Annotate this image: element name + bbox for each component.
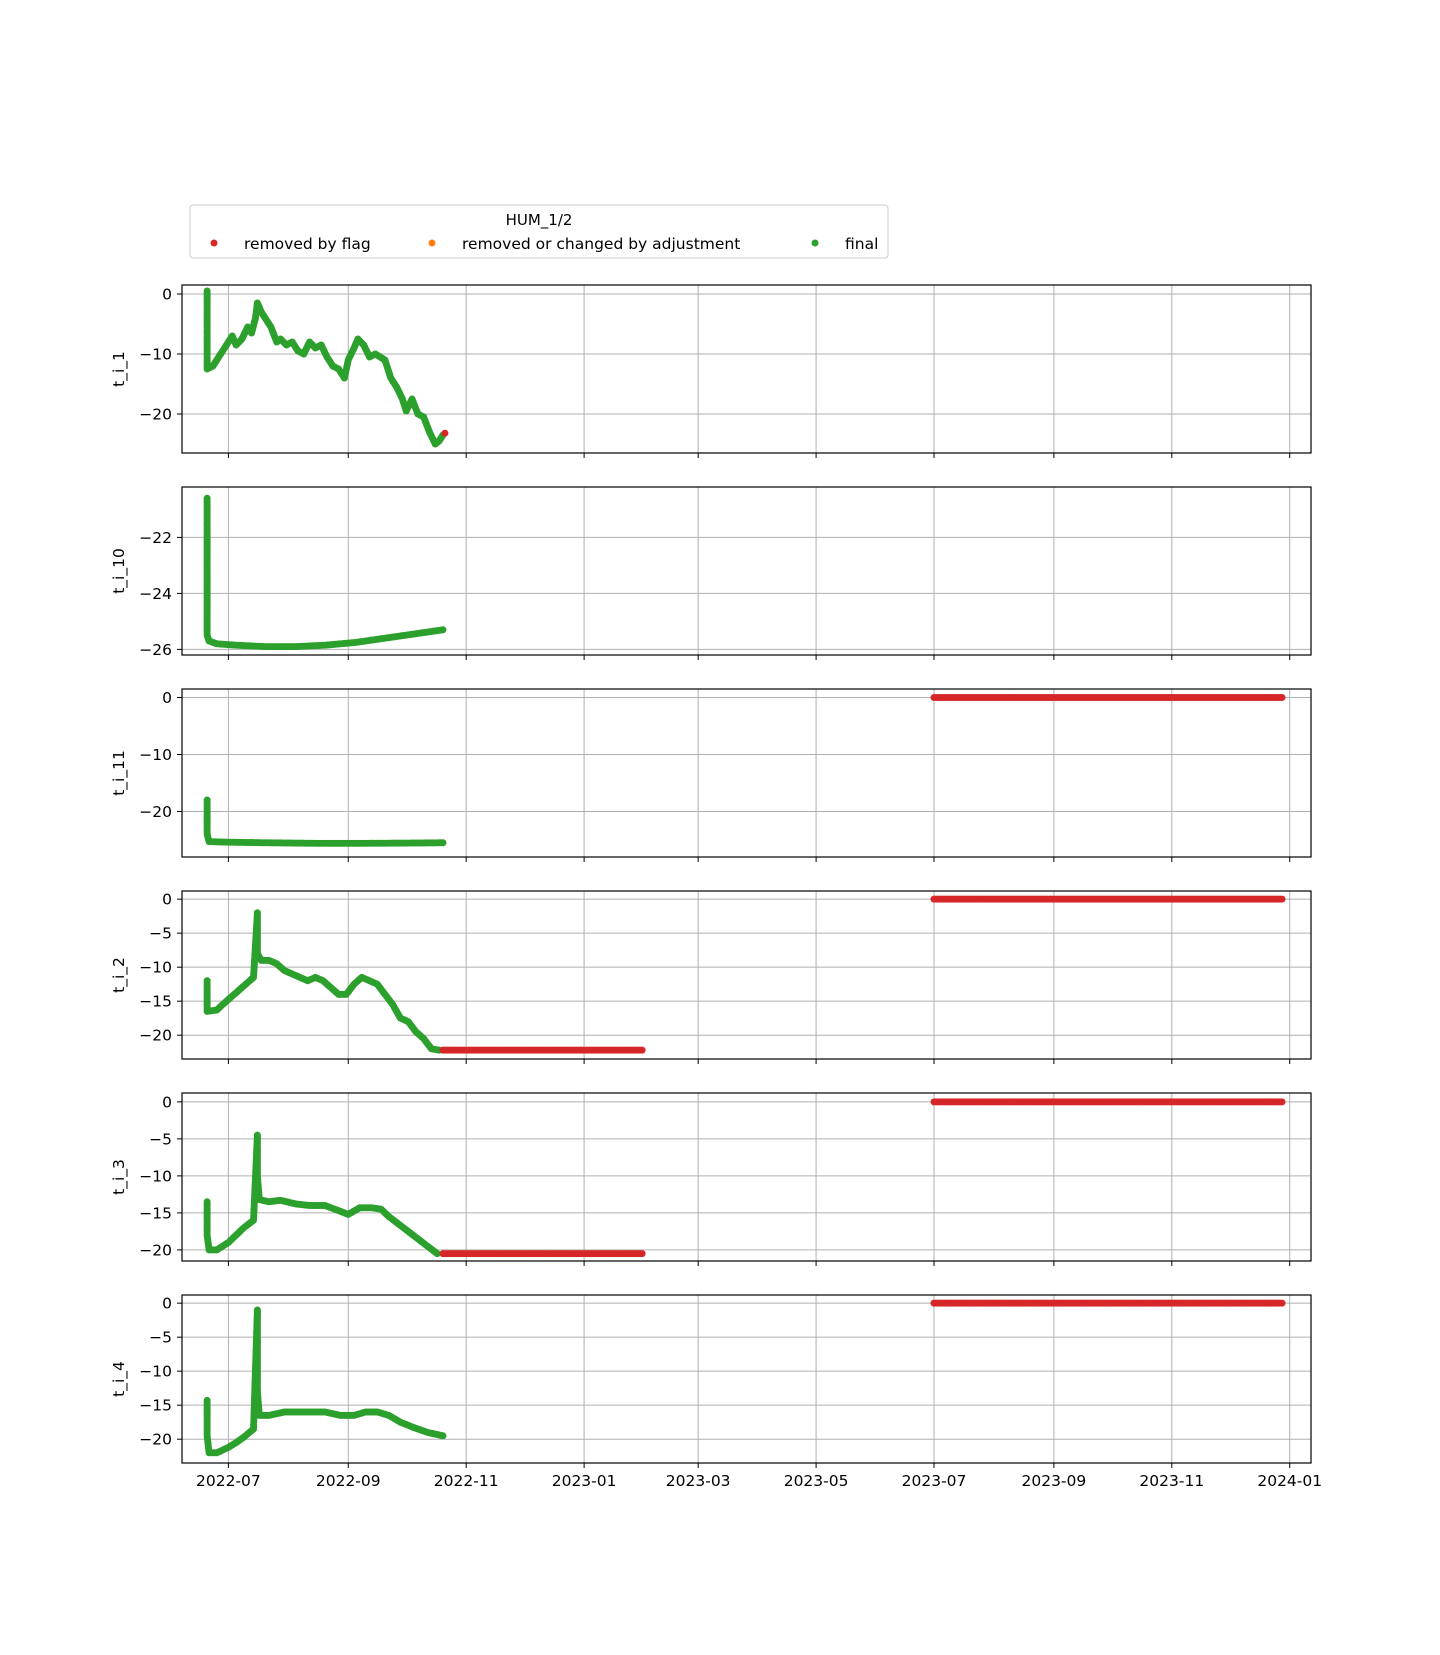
y-tick-label: −20 [139,1431,172,1449]
data-point [638,1046,646,1054]
panel-frame [181,688,1312,858]
x-tick-label: 2023-07 [902,1472,967,1490]
y-tick-label: −15 [139,1204,172,1222]
x-tick-label: 2023-09 [1021,1472,1086,1490]
legend-label-removed-by-flag: removed by flag [244,235,371,253]
series-final [203,796,447,847]
panel-frame [181,1294,1312,1464]
series-final [203,494,447,651]
data-point [638,1250,646,1258]
panels: 0 −10 −20 t_i_1 −22 −24 −26 t_i_10 0 −10 −20 t_i_11… [110,284,1322,1490]
series-final [203,1131,441,1258]
y-tick-label: 0 [162,1295,172,1313]
y-tick-label: −10 [139,346,172,364]
y-axis-label: t_i_2 [110,957,129,993]
y-tick-label: −10 [139,1363,172,1381]
y-tick-label: 0 [162,689,172,707]
panel-t_i_2: 0 −5 −10 −15 −20 t_i_2 [110,890,1312,1064]
y-tick-label: −5 [149,1130,172,1148]
y-tick-label: 0 [162,891,172,909]
series-removed-by-flag [930,1299,1286,1307]
legend-frame [189,204,889,259]
panel-frame [181,1092,1312,1262]
series-final [203,287,447,448]
series-removed-by-flag [439,1098,1286,1258]
y-tick-label: −10 [139,959,172,977]
y-tick-label: −5 [149,1329,172,1347]
y-tick-label: −20 [139,406,172,424]
series-final [203,1306,447,1457]
legend: HUM_1/2 removed by flag removed or chang… [189,204,889,259]
panel-frame [181,486,1312,656]
series-removed-by-flag [441,429,449,437]
y-tick-label: −15 [139,1397,172,1415]
x-tick-label: 2022-07 [196,1472,261,1490]
series-removed-by-flag [930,694,1286,702]
x-tick-label: 2023-05 [784,1472,849,1490]
legend-title: HUM_1/2 [506,211,573,230]
y-axis-label: t_i_4 [110,1361,129,1397]
legend-marker-removed-or-changed [428,239,436,247]
y-tick-label: −20 [139,1241,172,1259]
y-axis-label: t_i_11 [110,750,129,796]
x-tick-label: 2024-01 [1257,1472,1322,1490]
y-tick-label: −5 [149,925,172,943]
y-tick-label: −24 [139,585,172,603]
panel-frame [181,284,1312,454]
y-tick-label: −15 [139,993,172,1011]
y-tick-label: −20 [139,1027,172,1045]
legend-marker-final [811,239,819,247]
data-point [439,626,447,634]
data-point [433,1250,441,1258]
data-point [441,429,449,437]
x-tick-label: 2023-11 [1139,1472,1204,1490]
panel-frame [181,890,1312,1060]
series-final [203,909,443,1054]
panel-t_i_3: 0 −5 −10 −15 −20 t_i_3 [110,1092,1312,1266]
x-tick-label: 2022-09 [316,1472,381,1490]
legend-marker-removed-by-flag [210,239,218,247]
legend-label-final: final [845,235,878,253]
y-tick-label: −22 [139,529,172,547]
panel-t_i_11: 0 −10 −20 t_i_11 [110,688,1312,862]
data-point [439,1432,447,1440]
panel-t_i_4: 2022-07 2022-09 2022-11 2023-01 2023-03 2023-… [110,1294,1322,1490]
data-point [1278,895,1286,903]
y-axis-label: t_i_1 [110,351,129,387]
y-tick-label: −26 [139,641,172,659]
panel-t_i_10: −22 −24 −26 t_i_10 [110,486,1312,660]
data-point [439,839,447,847]
x-tick-label: 2023-01 [552,1472,617,1490]
x-tick-label: 2023-03 [666,1472,731,1490]
data-point [1278,1098,1286,1106]
legend-label-removed-or-changed: removed or changed by adjustment [462,235,740,253]
y-axis-label: t_i_3 [110,1159,129,1195]
y-tick-label: −10 [139,1167,172,1185]
data-point [1278,694,1286,702]
series-removed-by-flag [439,895,1286,1054]
y-tick-label: −20 [139,803,172,821]
data-point [1278,1299,1286,1307]
y-tick-label: −10 [139,746,172,764]
y-tick-label: 0 [162,1093,172,1111]
x-tick-label: 2022-11 [434,1472,499,1490]
y-tick-label: 0 [162,286,172,304]
y-axis-label: t_i_10 [110,548,129,594]
panel-t_i_1: 0 −10 −20 t_i_1 [110,284,1312,458]
